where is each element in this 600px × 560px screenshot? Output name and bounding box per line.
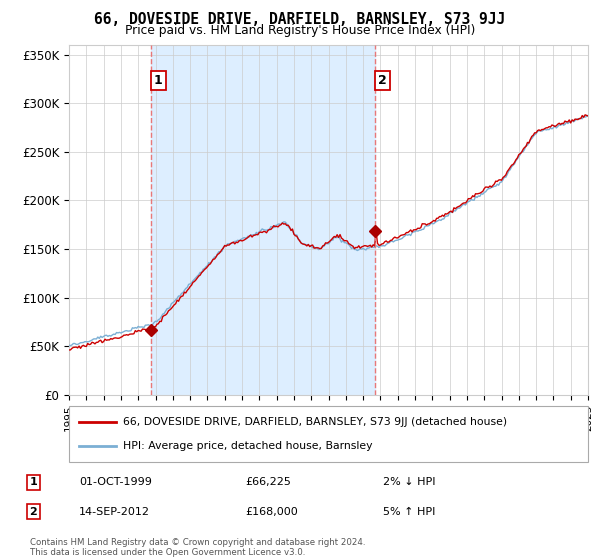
Text: £168,000: £168,000: [245, 507, 298, 517]
Text: Contains HM Land Registry data © Crown copyright and database right 2024.
This d: Contains HM Land Registry data © Crown c…: [30, 538, 365, 557]
Text: 2: 2: [29, 507, 37, 517]
Bar: [151, 45, 376, 395]
Text: 2: 2: [378, 74, 387, 87]
Text: 66, DOVESIDE DRIVE, DARFIELD, BARNSLEY, S73 9JJ: 66, DOVESIDE DRIVE, DARFIELD, BARNSLEY, …: [94, 12, 506, 27]
Text: 01-OCT-1999: 01-OCT-1999: [79, 477, 152, 487]
Text: 1: 1: [29, 477, 37, 487]
Text: Price paid vs. HM Land Registry's House Price Index (HPI): Price paid vs. HM Land Registry's House …: [125, 24, 475, 36]
Text: HPI: Average price, detached house, Barnsley: HPI: Average price, detached house, Barn…: [124, 441, 373, 451]
Text: 14-SEP-2012: 14-SEP-2012: [79, 507, 150, 517]
Text: 2% ↓ HPI: 2% ↓ HPI: [383, 477, 436, 487]
Text: 66, DOVESIDE DRIVE, DARFIELD, BARNSLEY, S73 9JJ (detached house): 66, DOVESIDE DRIVE, DARFIELD, BARNSLEY, …: [124, 417, 508, 427]
Text: 1: 1: [154, 74, 163, 87]
Text: £66,225: £66,225: [245, 477, 290, 487]
Text: 5% ↑ HPI: 5% ↑ HPI: [383, 507, 435, 517]
